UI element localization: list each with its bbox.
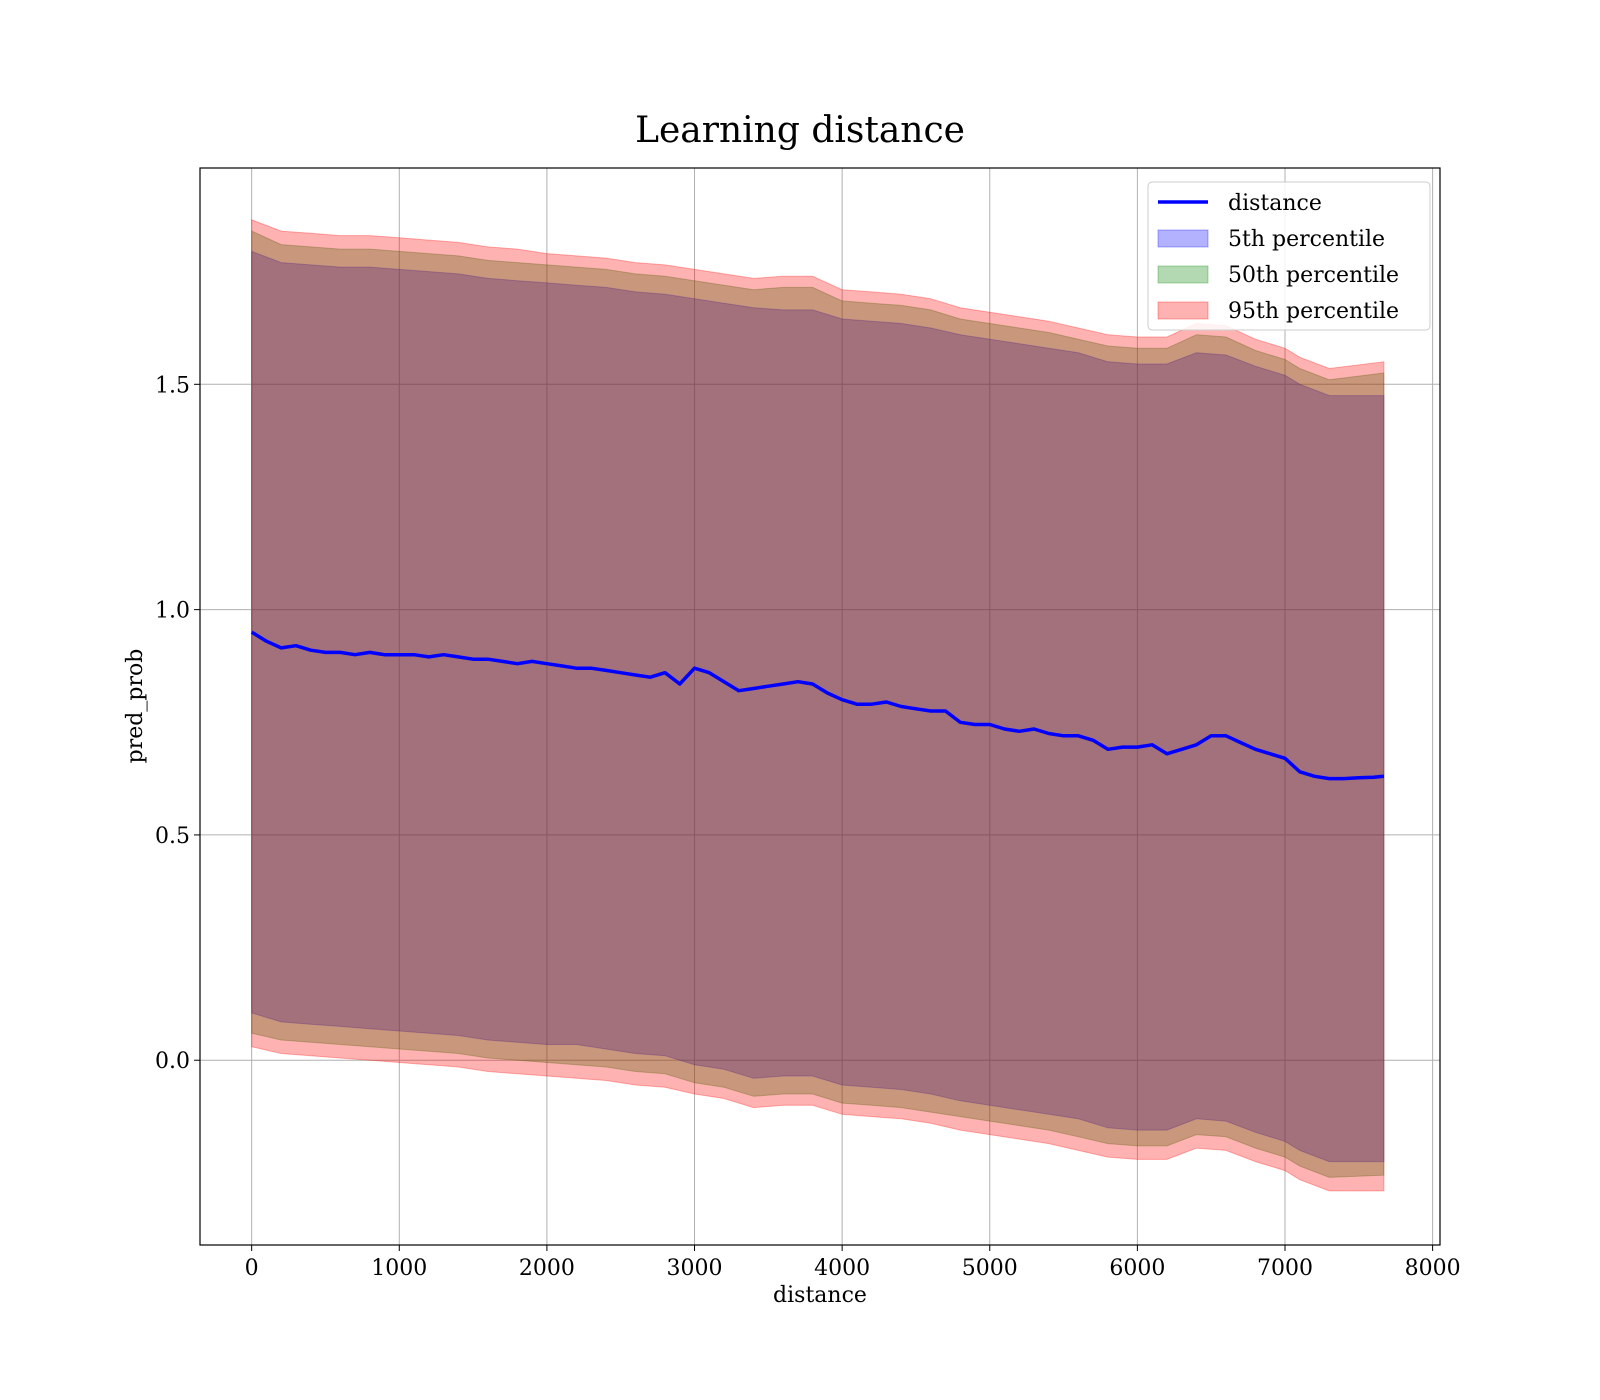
y-tick-label: 1.0 bbox=[155, 599, 190, 624]
series-lines bbox=[250, 630, 1385, 781]
line-distance bbox=[250, 630, 1385, 781]
legend-label: 5th percentile bbox=[1228, 227, 1385, 252]
legend-label: distance bbox=[1228, 191, 1322, 216]
legend-label: 50th percentile bbox=[1228, 263, 1399, 288]
legend-label: 95th percentile bbox=[1228, 299, 1399, 324]
x-tick-label: 6000 bbox=[1109, 1256, 1165, 1281]
chart-title: Learning distance bbox=[635, 110, 965, 151]
x-axis-label: distance bbox=[773, 1283, 867, 1308]
plot-frame bbox=[199, 167, 1441, 1246]
percentile-bands bbox=[251, 219, 1385, 1192]
x-tick-label: 5000 bbox=[962, 1256, 1018, 1281]
band-50th-percentile bbox=[251, 230, 1385, 1178]
band-5th-percentile bbox=[251, 250, 1385, 1163]
legend-band-swatch bbox=[1157, 229, 1209, 248]
x-tick-label: 2000 bbox=[519, 1256, 575, 1281]
x-tick-label: 3000 bbox=[667, 1256, 723, 1281]
legend-box bbox=[1147, 181, 1431, 331]
y-tick-label: 0.0 bbox=[155, 1049, 190, 1074]
x-tick-label: 4000 bbox=[814, 1256, 870, 1281]
x-tick-label: 0 bbox=[245, 1256, 259, 1281]
legend-band-swatch bbox=[1157, 265, 1209, 284]
y-axis-ticks: 0.0 0.5 1.0 1.5 bbox=[155, 373, 200, 1074]
y-tick-label: 0.5 bbox=[155, 824, 190, 849]
legend: distance 5th percentile 50th percentile 95t… bbox=[1147, 181, 1431, 331]
x-tick-label: 7000 bbox=[1257, 1256, 1313, 1281]
x-tick-label: 8000 bbox=[1405, 1256, 1461, 1281]
legend-band-swatch bbox=[1157, 301, 1209, 320]
y-tick-label: 1.5 bbox=[155, 373, 190, 398]
x-axis-ticks: 0 1000 2000 3000 4000 5000 6000 7000 8000 bbox=[245, 1245, 1461, 1281]
band-95th-percentile bbox=[251, 219, 1385, 1192]
x-tick-label: 1000 bbox=[371, 1256, 427, 1281]
grid-lines bbox=[200, 168, 1440, 1245]
y-axis-label: pred_prob bbox=[123, 649, 148, 764]
